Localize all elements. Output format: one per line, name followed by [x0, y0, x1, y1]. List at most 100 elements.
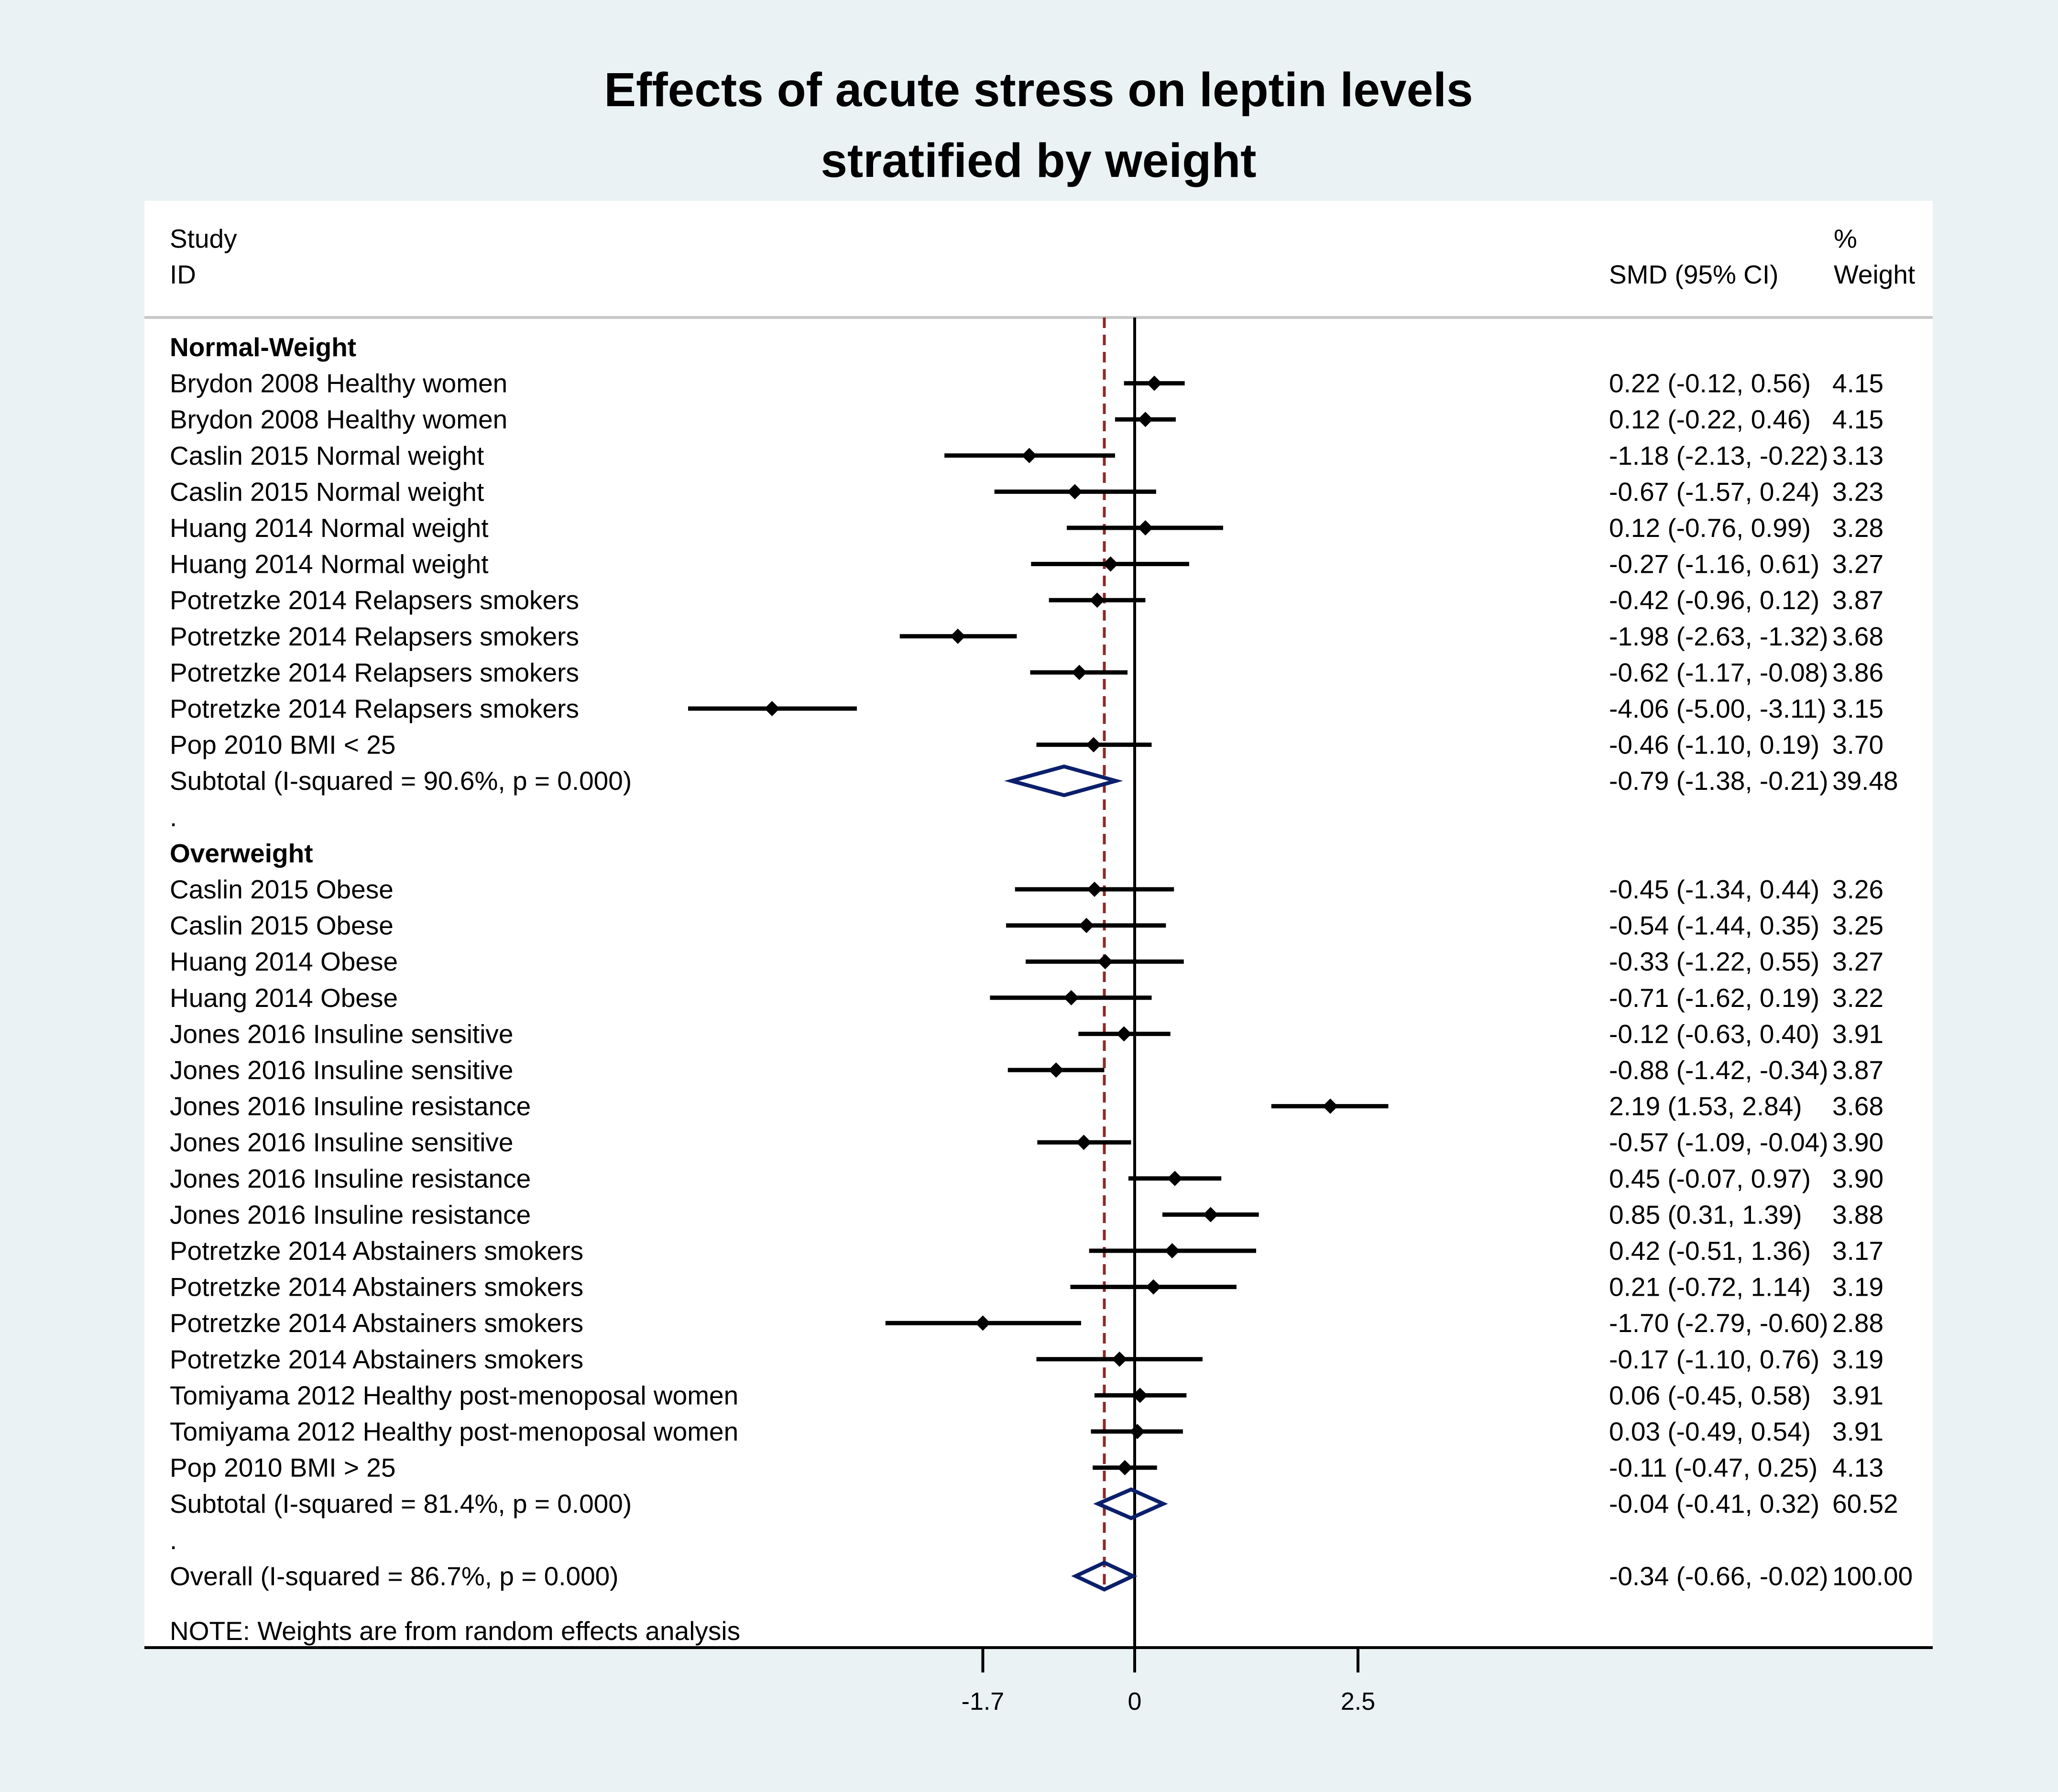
point-estimate — [1063, 990, 1079, 1005]
effect-ci-text: 2.19 (1.53, 2.84) — [1609, 1092, 1802, 1121]
effect-ci-text: -0.71 (-1.62, 0.19) — [1609, 983, 1819, 1013]
weight-text: 4.15 — [1832, 369, 1883, 398]
point-estimate — [1112, 1351, 1128, 1367]
weight-text: 3.15 — [1832, 694, 1883, 723]
point-estimate — [1323, 1098, 1338, 1114]
point-estimate — [1147, 375, 1162, 391]
x-tick-label: -1.7 — [962, 1688, 1005, 1716]
subtotal-label: Subtotal (I-squared = 90.6%, p = 0.000) — [170, 766, 632, 796]
effect-ci-text: -1.70 (-2.79, -0.60) — [1609, 1308, 1828, 1338]
effect-ci-text: -0.67 (-1.57, 0.24) — [1609, 477, 1819, 506]
study-label: Caslin 2015 Normal weight — [170, 441, 484, 470]
effect-ci-text: -4.06 (-5.00, -3.11) — [1609, 694, 1826, 723]
point-estimate — [950, 628, 966, 644]
weights-note: NOTE: Weights are from random effects an… — [170, 1616, 740, 1646]
point-estimate — [764, 701, 780, 716]
point-estimate — [1132, 1388, 1148, 1403]
weight-text: 3.22 — [1832, 983, 1883, 1013]
point-estimate — [1076, 1135, 1092, 1150]
study-label: Tomiyama 2012 Healthy post-menoposal wom… — [170, 1380, 738, 1410]
study-label: Huang 2014 Obese — [170, 983, 398, 1013]
weight-text: 3.88 — [1832, 1200, 1883, 1229]
weight-text: 3.91 — [1832, 1417, 1883, 1446]
study-label: Pop 2010 BMI > 25 — [170, 1453, 395, 1483]
weight-text: 100.00 — [1832, 1561, 1913, 1591]
effect-ci-text: -0.79 (-1.38, -0.21) — [1609, 766, 1828, 796]
point-estimate — [1079, 918, 1095, 933]
effect-ci-text: -0.46 (-1.10, 0.19) — [1609, 730, 1819, 760]
effect-ci-text: 0.12 (-0.22, 0.46) — [1609, 404, 1811, 434]
study-label: Brydon 2008 Healthy women — [170, 404, 507, 434]
study-label: Potretzke 2014 Relapsers smokers — [170, 585, 579, 615]
separator-dot: . — [170, 802, 177, 832]
study-label: Potretzke 2014 Abstainers smokers — [170, 1308, 583, 1338]
weight-text: 3.91 — [1832, 1380, 1883, 1410]
weight-text: 4.13 — [1832, 1453, 1883, 1483]
study-label: Caslin 2015 Obese — [170, 911, 394, 940]
point-estimate — [1117, 1460, 1133, 1475]
study-label: Caslin 2015 Normal weight — [170, 477, 484, 506]
header-study: Study — [170, 224, 237, 253]
study-label: Tomiyama 2012 Healthy post-menoposal wom… — [170, 1417, 738, 1446]
point-estimate — [1138, 520, 1153, 535]
study-label: Potretzke 2014 Relapsers smokers — [170, 622, 579, 651]
point-estimate — [1067, 484, 1083, 500]
overall-diamond — [1071, 1560, 1138, 1592]
effect-ci-text: -0.88 (-1.42, -0.34) — [1609, 1055, 1828, 1085]
chart-title-line-1: Effects of acute stress on leptin levels — [604, 63, 1473, 117]
effect-ci-text: 0.21 (-0.72, 1.14) — [1609, 1272, 1811, 1302]
point-estimate — [1021, 448, 1037, 463]
effect-ci-text: 0.06 (-0.45, 0.58) — [1609, 1380, 1811, 1410]
study-label: Potretzke 2014 Abstainers smokers — [170, 1236, 583, 1266]
weight-text: 3.28 — [1832, 513, 1883, 543]
weight-text: 3.17 — [1832, 1236, 1883, 1266]
effect-ci-text: 0.22 (-0.12, 0.56) — [1609, 369, 1811, 398]
overall-label: Overall (I-squared = 86.7%, p = 0.000) — [170, 1561, 619, 1591]
point-estimate — [1072, 665, 1087, 680]
weight-text: 3.87 — [1832, 1055, 1883, 1085]
point-estimate — [1167, 1170, 1183, 1186]
point-estimate — [1086, 737, 1102, 753]
subtotal-diamond — [1093, 1487, 1168, 1520]
header-id: ID — [170, 260, 196, 289]
point-estimate — [1116, 1026, 1132, 1042]
weight-text: 4.15 — [1832, 404, 1883, 434]
header-weight-symbol: % — [1834, 224, 1857, 253]
weight-text: 3.70 — [1832, 730, 1883, 760]
effect-ci-text: 0.03 (-0.49, 0.54) — [1609, 1417, 1811, 1446]
effect-ci-text: -0.42 (-0.96, 0.12) — [1609, 585, 1819, 615]
effect-ci-text: -0.57 (-1.09, -0.04) — [1609, 1127, 1828, 1157]
weight-text: 3.86 — [1832, 657, 1883, 687]
x-tick-label: 2.5 — [1341, 1688, 1375, 1716]
study-label: Pop 2010 BMI < 25 — [170, 730, 395, 760]
effect-ci-text: -0.45 (-1.34, 0.44) — [1609, 874, 1819, 904]
weight-text: 3.25 — [1832, 911, 1883, 940]
effect-ci-text: -0.11 (-0.47, 0.25) — [1609, 1453, 1817, 1483]
weight-text: 3.23 — [1832, 477, 1883, 506]
study-label: Jones 2016 Insuline sensitive — [170, 1127, 514, 1157]
effect-ci-text: -0.33 (-1.22, 0.55) — [1609, 947, 1819, 976]
effect-ci-text: 0.42 (-0.51, 1.36) — [1609, 1236, 1811, 1266]
effect-ci-text: -0.17 (-1.10, 0.76) — [1609, 1344, 1819, 1374]
effect-ci-text: 0.12 (-0.76, 0.99) — [1609, 513, 1811, 543]
point-estimate — [1203, 1207, 1218, 1223]
study-label: Potretzke 2014 Abstainers smokers — [170, 1272, 583, 1302]
weight-text: 3.90 — [1832, 1127, 1883, 1157]
point-estimate — [1138, 412, 1153, 427]
effect-ci-text: 0.45 (-0.07, 0.97) — [1609, 1164, 1811, 1193]
effect-ci-text: -0.12 (-0.63, 0.40) — [1609, 1019, 1819, 1049]
weight-text: 3.19 — [1832, 1272, 1883, 1302]
point-estimate — [1048, 1062, 1064, 1078]
study-label: Jones 2016 Insuline sensitive — [170, 1019, 514, 1049]
study-label: Huang 2014 Obese — [170, 947, 398, 976]
study-label: Jones 2016 Insuline resistance — [170, 1200, 531, 1229]
effect-ci-text: -0.54 (-1.44, 0.35) — [1609, 911, 1819, 940]
study-label: Huang 2014 Normal weight — [170, 549, 489, 579]
study-label: Huang 2014 Normal weight — [170, 513, 489, 543]
effect-ci-text: 0.85 (0.31, 1.39) — [1609, 1200, 1802, 1229]
weight-text: 3.13 — [1832, 441, 1883, 470]
study-label: Potretzke 2014 Relapsers smokers — [170, 657, 579, 687]
effect-ci-text: -0.04 (-0.41, 0.32) — [1609, 1489, 1819, 1519]
point-estimate — [975, 1315, 991, 1331]
x-tick-label: 0 — [1128, 1688, 1142, 1716]
